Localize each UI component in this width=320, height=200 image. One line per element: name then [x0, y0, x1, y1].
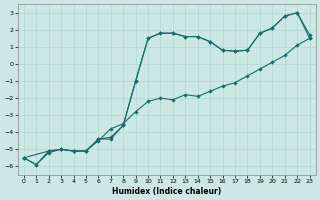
X-axis label: Humidex (Indice chaleur): Humidex (Indice chaleur)	[112, 187, 221, 196]
